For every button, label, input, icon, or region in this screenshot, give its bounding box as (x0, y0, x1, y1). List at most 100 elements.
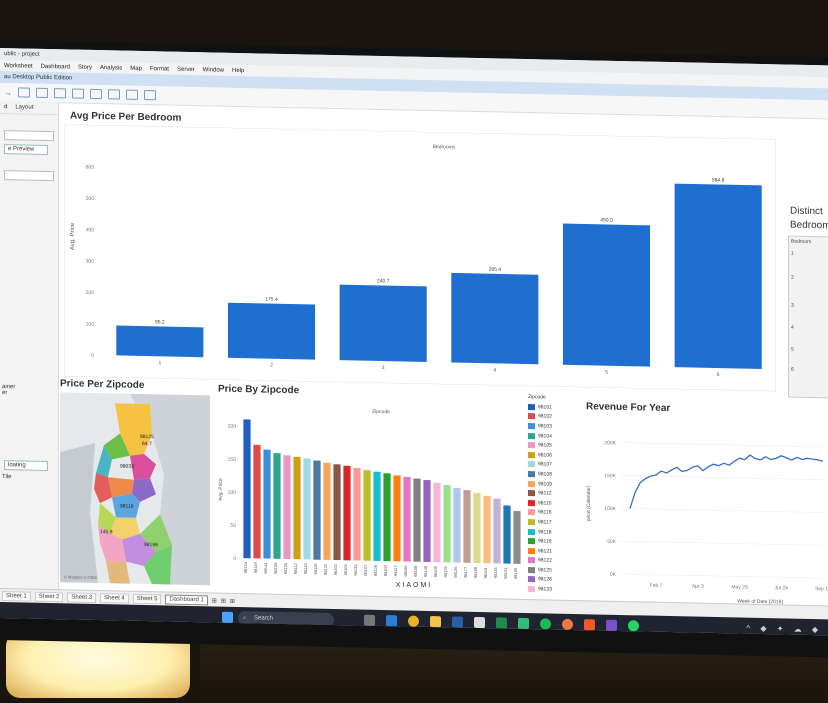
revenue-line[interactable] (629, 453, 824, 513)
zip-bar[interactable] (433, 482, 441, 563)
app-icon[interactable] (452, 616, 463, 628)
avg-price-bar[interactable] (227, 302, 316, 360)
brave-icon[interactable] (584, 619, 595, 631)
map-region[interactable] (122, 533, 156, 567)
map-region[interactable] (112, 493, 140, 518)
map-region[interactable] (98, 503, 116, 534)
taskbar-search[interactable]: ⌕ Search (238, 610, 334, 627)
app-icon[interactable] (474, 616, 485, 629)
avg-price-bar[interactable] (116, 325, 204, 358)
sheet-tab[interactable]: Sheet 2 (34, 591, 64, 603)
menu-item-map[interactable]: Map (130, 65, 142, 72)
floating-button[interactable]: loating (4, 460, 48, 472)
menu-item-story[interactable]: Story (77, 64, 92, 71)
vscode-icon[interactable] (386, 615, 397, 627)
dashboard-tab[interactable]: Dashboard 1 (165, 594, 208, 606)
zip-bar[interactable] (413, 478, 421, 562)
new-sheet-icon[interactable]: ⊞ (211, 597, 217, 605)
folder-icon[interactable] (430, 616, 441, 628)
map-region[interactable] (132, 478, 156, 503)
zip-bar[interactable] (483, 495, 491, 564)
file-explorer-icon[interactable] (364, 614, 375, 626)
chart-icon[interactable] (54, 88, 66, 99)
zip-bar[interactable] (333, 464, 341, 561)
zip-bar[interactable] (383, 473, 391, 562)
device-select[interactable] (4, 130, 54, 142)
zip-bar[interactable] (343, 465, 351, 561)
format-icon[interactable] (126, 89, 138, 100)
chrome-icon[interactable] (408, 615, 419, 627)
excel-icon[interactable] (496, 617, 507, 629)
menu-item-worksheet[interactable]: Worksheet (4, 62, 33, 70)
zip-bar[interactable] (263, 449, 271, 559)
sheet-tab[interactable]: Sheet 4 (100, 593, 129, 604)
zip-bar[interactable] (243, 419, 251, 559)
menu-item-analysis[interactable]: Analysis (99, 64, 123, 72)
new-datasource-icon[interactable] (36, 87, 48, 99)
map-region[interactable] (96, 445, 112, 478)
zip-bar[interactable] (283, 455, 291, 560)
sidebar-tab-dashboard[interactable]: d (4, 104, 8, 111)
zip-bar[interactable] (423, 479, 431, 563)
map-region[interactable] (98, 525, 126, 562)
zip-bar[interactable] (363, 470, 371, 561)
zip-bar[interactable] (293, 456, 301, 560)
save-icon[interactable] (18, 87, 30, 98)
avg-price-bar[interactable] (451, 272, 539, 365)
zip-bar[interactable] (403, 476, 411, 562)
spotify-icon[interactable] (540, 618, 551, 630)
sheet-tab[interactable]: Sheet 3 (67, 592, 97, 604)
map-region[interactable] (94, 473, 112, 504)
zip-bar[interactable] (493, 498, 501, 564)
new-dashboard-icon[interactable]: ⊞ (220, 598, 226, 605)
map-region[interactable] (140, 514, 172, 553)
map-region[interactable] (104, 433, 130, 460)
price-by-zip-chart[interactable]: Zipcode Avg. Price 200 150 100 50 0 98134 981… (216, 398, 526, 600)
zip-bar[interactable] (503, 505, 511, 564)
zip-bar[interactable] (353, 467, 361, 561)
size-select[interactable] (4, 170, 54, 182)
zip-bar[interactable] (453, 487, 461, 563)
zip-bar[interactable] (443, 485, 451, 563)
app-icon[interactable] (606, 619, 617, 631)
menu-item-format[interactable]: Format (149, 65, 169, 73)
sort-icon[interactable] (90, 88, 102, 100)
map-region[interactable] (108, 477, 134, 498)
arrow-right-icon[interactable]: → (4, 87, 12, 97)
new-story-icon[interactable]: ⊞ (229, 598, 235, 605)
zip-bar[interactable] (323, 462, 331, 560)
windows-start-icon[interactable] (222, 611, 233, 623)
map-region[interactable] (110, 517, 140, 540)
app-icon[interactable] (518, 617, 529, 630)
avg-price-bar[interactable] (562, 223, 651, 367)
zip-bar[interactable] (253, 444, 261, 559)
avg-price-chart[interactable]: Bedrooms Avg. Price 6005004003002001000 … (64, 124, 776, 392)
map-region[interactable] (130, 454, 156, 481)
device-preview-button[interactable]: e Preview (4, 144, 48, 156)
zip-bar[interactable] (473, 492, 481, 564)
zip-bar[interactable] (513, 510, 521, 564)
zip-bar[interactable] (393, 475, 401, 562)
sheet-tab[interactable]: Sheet 5 (132, 593, 162, 605)
revenue-chart[interactable]: price (Calendar) Week of Date [2016] 200… (578, 413, 828, 608)
sheet-tab[interactable]: Sheet 1 (2, 591, 31, 602)
sidebar-tab-layout[interactable]: Layout (15, 104, 34, 111)
avg-price-bar[interactable] (339, 284, 427, 362)
zipcode-map[interactable]: 98125 64.7 98033 98118 145.8 98198 © Map… (60, 392, 210, 586)
zip-bar[interactable] (463, 490, 471, 563)
highlight-icon[interactable] (108, 89, 120, 100)
map-region[interactable] (115, 403, 152, 456)
zip-bar[interactable] (373, 471, 381, 561)
map-region[interactable] (144, 544, 172, 585)
zip-bar[interactable] (313, 460, 321, 560)
swap-icon[interactable] (72, 88, 84, 99)
whatsapp-icon[interactable] (628, 620, 639, 632)
avg-price-bar[interactable] (674, 183, 762, 369)
browser-icon[interactable] (562, 618, 573, 631)
map-region[interactable] (106, 561, 130, 584)
zip-bar[interactable] (303, 458, 311, 560)
menu-item-help[interactable]: Help (232, 67, 245, 74)
menu-item-dashboard[interactable]: Dashboard (40, 63, 70, 70)
present-icon[interactable] (144, 90, 156, 101)
menu-item-server[interactable]: Server (176, 66, 195, 73)
